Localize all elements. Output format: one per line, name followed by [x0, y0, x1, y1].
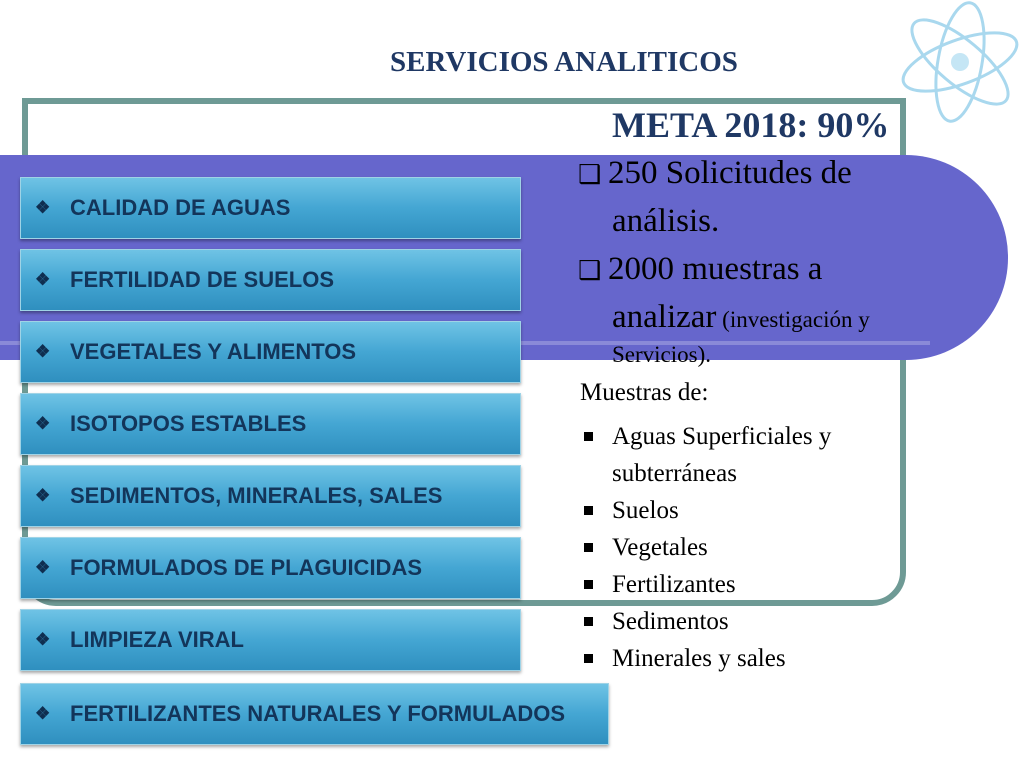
goal-line: 250 Solicitudes de [608, 155, 852, 191]
diamond-bullet-icon: ❖ [35, 198, 51, 217]
goal-line-small: (investigación y [716, 307, 870, 332]
diamond-bullet-icon: ❖ [35, 630, 51, 649]
list-item: subterráneas [580, 455, 831, 492]
diamond-bullet-icon: ❖ [35, 270, 51, 289]
square-bullet-icon [584, 654, 593, 663]
list-item: Aguas Superficiales y [580, 418, 831, 455]
service-label: VEGETALES Y ALIMENTOS [70, 339, 357, 364]
goal-line-2: analizar (investigación y [578, 294, 958, 343]
list-item-label: subterráneas [612, 460, 737, 487]
list-item-label: Vegetales [612, 534, 708, 561]
service-item-isotopos-estables[interactable]: ❖ ISOTOPOS ESTABLES [20, 393, 521, 455]
list-item: Fertilizantes [580, 566, 831, 603]
service-label: LIMPIEZA VIRAL [70, 627, 244, 652]
diamond-bullet-icon: ❖ [35, 704, 51, 723]
diamond-bullet-icon: ❖ [35, 486, 51, 505]
checkbox-bullet-icon: ❑ [578, 256, 602, 286]
list-item-label: Sedimentos [612, 608, 729, 635]
square-bullet-icon [584, 432, 593, 441]
meta-heading: META 2018: 90% [612, 105, 890, 145]
list-item: Sedimentos [580, 603, 831, 640]
service-label: SEDIMENTOS, MINERALES, SALES [70, 483, 443, 508]
list-item: Minerales y sales [580, 640, 831, 677]
service-label: CALIDAD DE AGUAS [70, 195, 291, 220]
list-item-label: Suelos [612, 497, 679, 524]
list-item: Suelos [580, 492, 831, 529]
service-label: FORMULADOS DE PLAGUICIDAS [70, 555, 422, 580]
list-item-label: Aguas Superficiales y [612, 423, 832, 450]
service-item-fertilizantes[interactable]: ❖ FERTILIZANTES NATURALES Y FORMULADOS [20, 683, 609, 745]
service-item-fertilidad-suelos[interactable]: ❖ FERTILIDAD DE SUELOS [20, 249, 521, 311]
goal-line-main: analizar [612, 299, 717, 335]
page-title: SERVICIOS ANALITICOS [390, 46, 738, 78]
muestras-list: Aguas Superficiales y subterráneas Suelo… [580, 418, 831, 677]
goal-item-solicitudes: ❑ 250 Solicitudes de análisis. [578, 150, 958, 244]
square-bullet-icon [584, 543, 593, 552]
goal-item-muestras: ❑ 2000 muestras a analizar (investigación… [578, 246, 958, 367]
square-bullet-icon [584, 580, 593, 589]
diamond-bullet-icon: ❖ [35, 414, 51, 433]
service-item-vegetales-alimentos[interactable]: ❖ VEGETALES Y ALIMENTOS [20, 321, 521, 383]
diamond-bullet-icon: ❖ [35, 558, 51, 577]
service-label: FERTILIDAD DE SUELOS [70, 267, 335, 292]
checkbox-bullet-icon: ❑ [578, 160, 602, 190]
goal-line-3: Servicios). [612, 342, 712, 367]
service-item-sedimentos[interactable]: ❖ SEDIMENTOS, MINERALES, SALES [20, 465, 521, 527]
list-item-label: Fertilizantes [612, 571, 736, 598]
square-bullet-icon [584, 506, 593, 515]
service-label: ISOTOPOS ESTABLES [70, 411, 307, 436]
goal-line: 2000 muestras a [608, 251, 823, 287]
square-bullet-icon [584, 617, 593, 626]
service-item-calidad-aguas[interactable]: ❖ CALIDAD DE AGUAS [20, 177, 521, 239]
list-item-label: Minerales y sales [612, 645, 786, 672]
goal-line: análisis. [612, 203, 720, 239]
service-item-plaguicidas[interactable]: ❖ FORMULADOS DE PLAGUICIDAS [20, 537, 521, 599]
atom-icon [901, 1, 1019, 123]
list-item: Vegetales [580, 529, 831, 566]
diamond-bullet-icon: ❖ [35, 342, 51, 361]
service-label: FERTILIZANTES NATURALES Y FORMULADOS [70, 701, 565, 726]
service-item-limpieza-viral[interactable]: ❖ LIMPIEZA VIRAL [20, 609, 521, 671]
muestras-label: Muestras de: [580, 379, 709, 406]
